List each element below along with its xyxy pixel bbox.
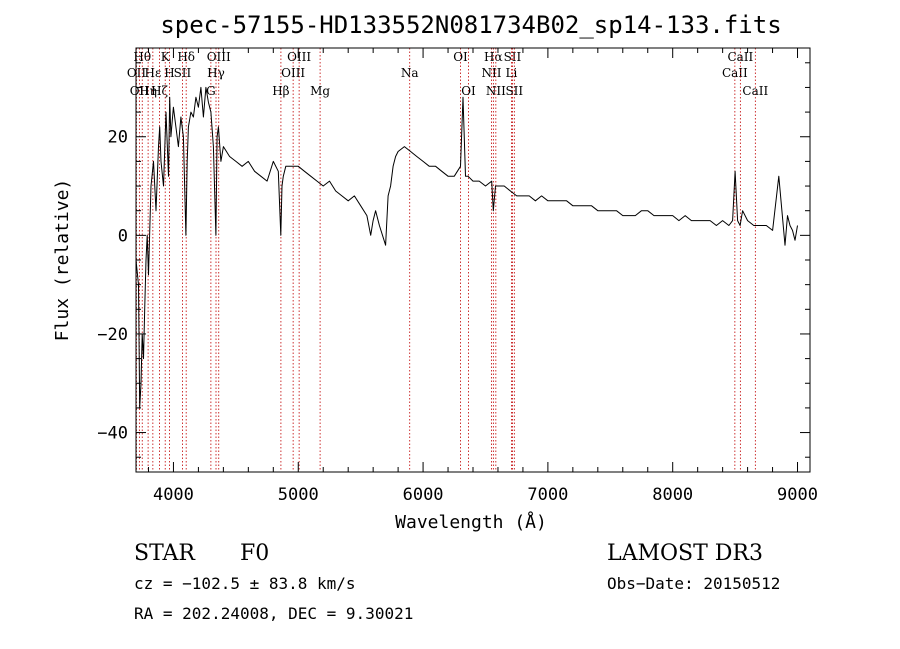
line-marker-label-6: K	[161, 50, 171, 64]
line-marker-label-20: NII	[481, 66, 501, 80]
spectrum-series	[135, 86, 798, 409]
y-tick-label-0: −40	[97, 424, 128, 444]
line-marker-label-19: OI	[461, 84, 476, 98]
x-tick-label-3: 7000	[527, 485, 568, 505]
chart-title: spec-57155-HD133552N081734B02_sp14-133.f…	[160, 11, 781, 39]
line-marker-label-16: Mg	[310, 84, 330, 98]
line-marker-label-15: OIII	[287, 50, 311, 64]
x-tick-label-2: 6000	[403, 485, 444, 505]
subclass-label: F0	[240, 541, 269, 566]
line-marker-label-25: SII	[505, 84, 523, 98]
x-tick-label-1: 5000	[278, 485, 319, 505]
line-marker-label-26: CaII	[722, 66, 748, 80]
line-marker-label-8: SII	[174, 66, 192, 80]
y-axis-ticks: −40 −20 0 20	[97, 62, 810, 458]
line-marker-label-27: CaII	[727, 50, 753, 64]
y-axis-label: Flux (relative)	[52, 179, 73, 342]
x-tick-label-5: 9000	[777, 485, 818, 505]
line-marker-label-18: OI	[453, 50, 468, 64]
line-marker-label-7: H	[164, 66, 174, 80]
line-marker-label-22: NII	[486, 84, 506, 98]
line-marker-label-0: OII	[127, 66, 147, 80]
x-axis-label: Wavelength (Å)	[395, 511, 547, 533]
spectrum-line-0	[135, 86, 798, 409]
line-marker-label-4: Hε	[145, 66, 162, 80]
line-marker-label-2: Hθ	[133, 50, 151, 64]
line-marker-label-10: G	[206, 84, 216, 98]
line-marker-label-14: OIII	[281, 66, 305, 80]
line-marker-label-1: OII	[130, 84, 150, 98]
line-marker-label-17: Na	[401, 66, 419, 80]
obs-date: Obs−Date: 20150512	[607, 574, 780, 593]
y-tick-label-2: 0	[118, 226, 128, 246]
y-tick-label-3: 20	[108, 128, 128, 148]
coordinates: RA = 202.24008, DEC = 9.30021	[134, 604, 413, 623]
line-marker-label-9: Hδ	[177, 50, 195, 64]
line-marker-label-21: Hα	[484, 50, 503, 64]
x-axis-ticks: 4000 5000 6000 7000 8000 9000	[147, 48, 818, 505]
plot-frame	[135, 47, 811, 473]
line-marker-label-23: Li	[506, 66, 518, 80]
class-label: STAR	[134, 541, 196, 566]
line-marker-label-24: SII	[504, 50, 522, 64]
line-markers: OIIOIIHθHηHεHζKHSIIHδGHγOIIIHβOIIIOIIIMg…	[127, 48, 768, 472]
x-tick-label-4: 8000	[652, 485, 693, 505]
survey-label: LAMOST DR3	[607, 541, 763, 566]
cz-value: cz = −102.5 ± 83.8 km/s	[134, 574, 356, 593]
x-tick-label-0: 4000	[153, 485, 194, 505]
line-marker-label-28: CaII	[742, 84, 768, 98]
line-marker-label-11: Hγ	[207, 66, 225, 80]
line-marker-label-12: OIII	[207, 50, 231, 64]
line-marker-label-5: Hζ	[151, 84, 168, 98]
y-tick-label-1: −20	[97, 325, 128, 345]
line-marker-label-13: Hβ	[272, 84, 289, 98]
